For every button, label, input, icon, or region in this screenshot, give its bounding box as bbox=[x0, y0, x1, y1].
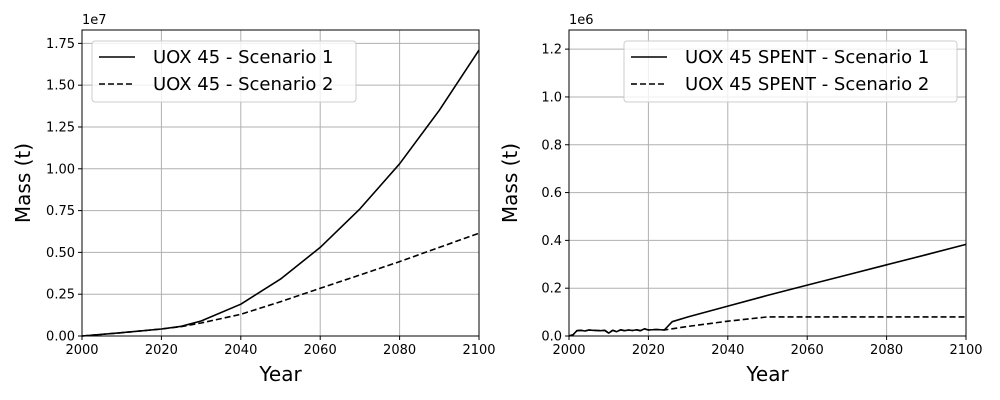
series-line-2 bbox=[81, 232, 480, 337]
y-tick-label: 0.6 bbox=[541, 186, 562, 201]
x-tick-label: 2100 bbox=[462, 343, 495, 358]
y-tick-label: 1.50 bbox=[46, 79, 75, 94]
y-tick-label: 1.00 bbox=[46, 162, 75, 177]
legend-label-1: UOX 45 - Scenario 1 bbox=[153, 47, 334, 68]
y-tick-label: 1.25 bbox=[46, 120, 75, 135]
x-tick-label: 2060 bbox=[304, 343, 337, 358]
series-line-2 bbox=[568, 316, 966, 337]
x-tick-label: 2000 bbox=[65, 343, 98, 358]
y-tick-label: 0.25 bbox=[46, 288, 75, 303]
y-tick-label: 0.75 bbox=[46, 204, 75, 219]
axes-frame bbox=[568, 29, 967, 337]
x-tick-label: 2080 bbox=[383, 343, 416, 358]
y-axis-label: Mass (t) bbox=[498, 143, 522, 223]
y-tick-label: 1.2 bbox=[541, 43, 562, 58]
y-tick-label: 0.8 bbox=[541, 138, 562, 153]
x-axis-label: Year bbox=[258, 362, 302, 386]
legend: UOX 45 - Scenario 1 UOX 45 - Scenario 2 bbox=[91, 40, 357, 103]
x-tick-label: 2040 bbox=[711, 343, 744, 358]
y-tick-label: 1.0 bbox=[541, 90, 562, 105]
x-tick-label: 2060 bbox=[791, 343, 824, 358]
x-tick-label: 2080 bbox=[870, 343, 903, 358]
y-tick-label: 0.00 bbox=[46, 330, 75, 345]
axis-multiplier: 1e7 bbox=[82, 13, 107, 28]
x-tick-label: 2040 bbox=[224, 343, 257, 358]
legend-label-2: UOX 45 SPENT - Scenario 2 bbox=[685, 74, 929, 95]
legend-label-1: UOX 45 SPENT - Scenario 1 bbox=[685, 47, 929, 68]
x-tick-label: 2020 bbox=[632, 343, 665, 358]
y-tick-label: 1.75 bbox=[46, 37, 75, 52]
chart-panel-1: 2000 2020 2040 2060 2080 2100 0.00 0.25 0.50 0.75… bbox=[11, 13, 496, 386]
legend-label-2: UOX 45 - Scenario 2 bbox=[153, 74, 334, 95]
x-tick-label: 2020 bbox=[145, 343, 178, 358]
y-tick-label: 0.4 bbox=[541, 234, 562, 249]
x-tick-label: 2100 bbox=[949, 343, 982, 358]
y-tick-label: 0.2 bbox=[541, 282, 562, 297]
axis-multiplier: 1e6 bbox=[569, 13, 594, 28]
y-axis-label: Mass (t) bbox=[11, 143, 35, 223]
legend-box bbox=[623, 40, 958, 103]
y-tick-label: 0.50 bbox=[46, 246, 75, 261]
axes-frame bbox=[81, 29, 480, 337]
chart-panel-2: 2000 2020 2040 2060 2080 2100 0.0 0.2 0.4 0.6 0.8 1… bbox=[498, 13, 983, 386]
x-tick-label: 2000 bbox=[552, 343, 585, 358]
series-line-1 bbox=[568, 243, 967, 337]
legend-box bbox=[91, 40, 357, 103]
legend: UOX 45 SPENT - Scenario 1 UOX 45 SPENT - … bbox=[623, 40, 958, 103]
y-tick-label: 0.0 bbox=[541, 330, 562, 345]
x-axis-label: Year bbox=[745, 362, 789, 386]
